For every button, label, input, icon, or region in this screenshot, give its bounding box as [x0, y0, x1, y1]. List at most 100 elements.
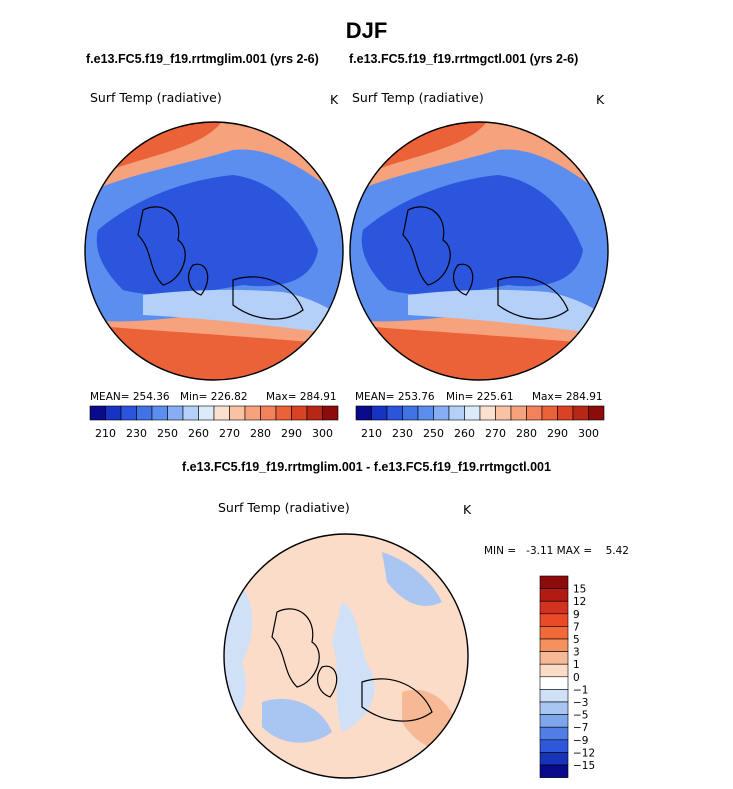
colorbar-tick-label: 260	[454, 427, 475, 440]
colorbar-cell	[433, 405, 450, 421]
panel-2-polar-map	[349, 121, 609, 381]
difference-colorbar-tick-label: −7	[573, 722, 588, 734]
colorbar-cell	[510, 405, 527, 421]
colorbar-cell	[541, 405, 558, 421]
colorbar-tick-label: 280	[250, 427, 271, 440]
colorbar-tick-label: 250	[423, 427, 444, 440]
difference-colorbar-tick-label: 5	[573, 634, 580, 646]
difference-variable-label: Surf Temp (radiative)	[218, 500, 350, 515]
difference-colorbar-cell	[539, 613, 569, 627]
difference-coastline-greenland	[316, 665, 338, 698]
difference-colorbar-cell	[539, 588, 569, 602]
colorbar-cell	[588, 405, 605, 421]
difference-cool-northeast	[382, 552, 442, 606]
colorbar-tick-label: 260	[188, 427, 209, 440]
difference-colorbar-cell	[539, 726, 569, 741]
difference-colorbar-tick-label: 9	[573, 609, 580, 621]
difference-cool-southwest	[262, 698, 332, 743]
colorbar-cell	[151, 405, 168, 421]
difference-colorbar-cells	[539, 575, 569, 778]
colorbar-tick-label: 280	[516, 427, 537, 440]
panel-1-map-boundary	[84, 121, 344, 381]
colorbar-cell	[260, 405, 277, 421]
colorbar-cell	[557, 405, 574, 421]
panel-2-coastline-archipelago	[402, 206, 451, 286]
colorbar-cell	[136, 405, 153, 421]
difference-colorbar-tick-label: −9	[573, 735, 588, 747]
colorbar-cell	[89, 405, 106, 421]
colorbar-cell	[306, 405, 323, 421]
panel-2-units-label: K	[596, 92, 605, 107]
difference-colorbar-cell	[539, 689, 569, 703]
panel-1-variable-label: Surf Temp (radiative)	[90, 90, 222, 105]
difference-colorbar-tick-label: −12	[573, 747, 595, 759]
difference-colorbar-cell	[539, 676, 569, 690]
panel-2-subtitle: f.e13.FC5.f19_f19.rrtmgctl.001 (yrs 2-6)	[349, 52, 579, 66]
colorbar-cell	[386, 405, 403, 421]
difference-colorbar-cell	[539, 626, 569, 640]
colorbar-cell	[120, 405, 137, 421]
colorbar-tick-label: 290	[547, 427, 568, 440]
difference-colorbar-tick-label: −1	[573, 684, 588, 696]
difference-colorbar-cell	[539, 714, 569, 728]
colorbar-cell	[495, 405, 512, 421]
difference-field	[224, 534, 468, 778]
panel-2-min: Min= 225.61	[446, 391, 514, 403]
colorbar-cell	[244, 405, 261, 421]
panel-2-max: Max= 284.91	[532, 391, 603, 403]
colorbar-cell	[464, 405, 481, 421]
colorbar-tick-label: 230	[392, 427, 413, 440]
difference-colorbar-tick-label: −5	[573, 710, 588, 722]
difference-colorbar-tick-label: −15	[573, 760, 595, 772]
colorbar-tick-label: 210	[361, 427, 382, 440]
difference-colorbar-tick-label: 0	[573, 672, 580, 684]
panel-1-subtitle: f.e13.FC5.f19_f19.rrtmglim.001 (yrs 2-6)	[86, 52, 319, 66]
colorbar-cell	[198, 405, 215, 421]
colorbar-tick-label: 230	[126, 427, 147, 440]
difference-coastline-scandinavia	[361, 678, 433, 722]
difference-title: f.e13.FC5.f19_f19.rrtmglim.001 - f.e13.F…	[182, 460, 551, 474]
difference-colorbar-tick-label: 1	[573, 659, 580, 671]
colorbar-cell	[371, 405, 388, 421]
difference-cool-center	[332, 602, 375, 732]
difference-colorbar-cell	[539, 701, 569, 715]
panel-1-coastline-scandinavia	[232, 276, 304, 320]
colorbar-tick-label: 300	[312, 427, 333, 440]
panel-1-min: Min= 226.82	[180, 391, 248, 403]
difference-colorbar-cell	[539, 739, 569, 753]
difference-min-max: MIN = -3.11 MAX = 5.42	[484, 545, 629, 557]
difference-coastline-archipelago	[271, 608, 320, 688]
difference-colorbar-tick-label: −3	[573, 697, 588, 709]
colorbar-cell	[355, 405, 372, 421]
panel-2-mean: MEAN= 253.76	[355, 391, 435, 403]
panel-2-colorbar: 210 230 250 260 270 280 290 300	[355, 405, 605, 440]
difference-colorbar-cell	[539, 663, 569, 678]
difference-colorbar-cell	[539, 764, 569, 778]
panel-1-colorbar: 210 230 250 260 270 280 290 300	[89, 405, 339, 440]
panel-1-max: Max= 284.91	[266, 391, 337, 403]
colorbar-cell	[479, 405, 496, 421]
colorbar-cell	[182, 405, 199, 421]
colorbar-cell	[213, 405, 230, 421]
colorbar-cell	[167, 405, 184, 421]
colorbar-cell	[417, 405, 434, 421]
colorbar-cell	[526, 405, 543, 421]
difference-colorbar-tick-label: 7	[573, 621, 580, 633]
colorbar-tick-label: 300	[578, 427, 599, 440]
colorbar-cell	[291, 405, 308, 421]
difference-colorbar-cell	[539, 752, 569, 766]
panel-1-mean: MEAN= 254.36	[90, 391, 170, 403]
colorbar-cell	[448, 405, 465, 421]
difference-map-boundary	[223, 533, 469, 779]
colorbar-cell	[402, 405, 419, 421]
panel-2-coastline-greenland	[452, 263, 474, 296]
colorbar-tick-label: 210	[95, 427, 116, 440]
panel-1-polar-map	[84, 121, 344, 381]
panel-1-coastline-archipelago	[137, 206, 186, 286]
difference-colorbar-cell	[539, 600, 569, 615]
panel-2-coastline-scandinavia	[497, 276, 569, 320]
colorbar-tick-label: 250	[157, 427, 178, 440]
colorbar-cell	[105, 405, 122, 421]
